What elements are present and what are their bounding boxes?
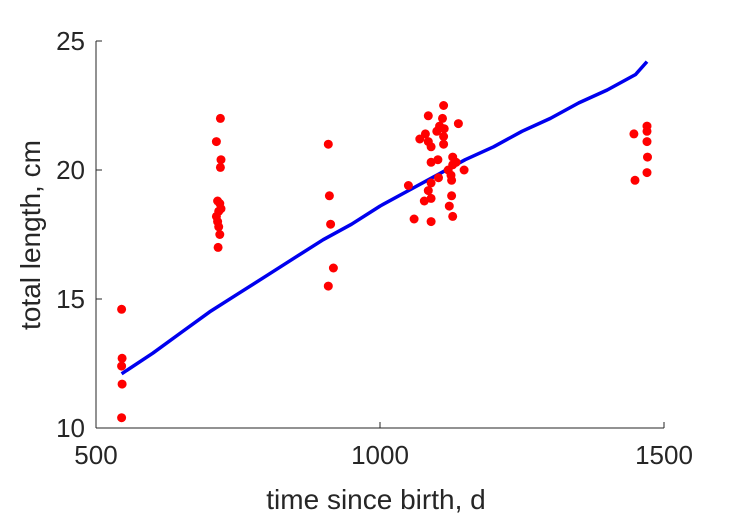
- data-point: [214, 222, 224, 232]
- data-point: [419, 196, 429, 206]
- y-ticks: 10 15 20 25: [56, 26, 102, 443]
- data-point: [426, 193, 436, 203]
- data-point: [409, 214, 419, 224]
- data-point: [434, 173, 443, 183]
- data-point: [426, 142, 436, 152]
- data-point: [448, 211, 458, 221]
- data-point: [459, 165, 469, 175]
- data-point: [323, 139, 333, 149]
- y-axis-label: total length, cm: [15, 140, 46, 330]
- data-point: [629, 129, 639, 139]
- data-point: [415, 134, 425, 144]
- data-point: [213, 242, 223, 252]
- data-point: [117, 361, 127, 371]
- data-point: [117, 379, 127, 389]
- data-point: [215, 230, 225, 239]
- data-point: [447, 175, 457, 185]
- data-point: [439, 101, 449, 110]
- data-point: [328, 263, 338, 273]
- data-point: [426, 217, 436, 227]
- data-point: [642, 126, 652, 136]
- data-point: [423, 111, 433, 121]
- data-point: [326, 219, 336, 229]
- x-tick-label: 1000: [351, 440, 409, 470]
- data-point: [453, 119, 463, 129]
- data-point: [215, 162, 225, 172]
- data-point: [117, 304, 127, 314]
- data-point: [438, 113, 447, 123]
- y-tick-label: 25: [56, 26, 85, 56]
- data-point: [324, 191, 334, 201]
- data-point: [439, 139, 449, 149]
- data-point: [426, 157, 436, 167]
- data-point: [211, 137, 221, 147]
- data-point: [423, 186, 433, 196]
- data-point: [432, 126, 442, 136]
- data-point: [216, 155, 226, 165]
- data-point: [447, 191, 457, 201]
- x-tick-label: 500: [74, 440, 117, 470]
- axes: 500 1000 1500 10 15 20 25: [56, 26, 693, 470]
- data-point: [433, 155, 443, 165]
- data-point: [439, 132, 449, 141]
- x-axis-label: time since birth, d: [266, 484, 485, 515]
- y-tick-label: 20: [56, 155, 85, 185]
- data-point: [444, 201, 454, 211]
- data-point: [323, 281, 333, 291]
- y-tick-label: 15: [56, 284, 85, 314]
- data-point: [403, 181, 413, 190]
- data-point: [630, 175, 640, 185]
- y-tick-label: 10: [56, 413, 85, 443]
- data-point: [215, 113, 225, 123]
- x-ticks: 500 1000 1500: [74, 422, 693, 470]
- data-point: [117, 353, 127, 363]
- data-point: [439, 124, 449, 134]
- data-point: [642, 168, 652, 178]
- data-point: [642, 137, 652, 147]
- series-layer: [117, 60, 652, 423]
- x-tick-label: 1500: [635, 440, 693, 470]
- data-point: [643, 152, 652, 162]
- fit-curve-line: [120, 60, 649, 376]
- data-point: [426, 178, 436, 188]
- data-point: [117, 413, 127, 423]
